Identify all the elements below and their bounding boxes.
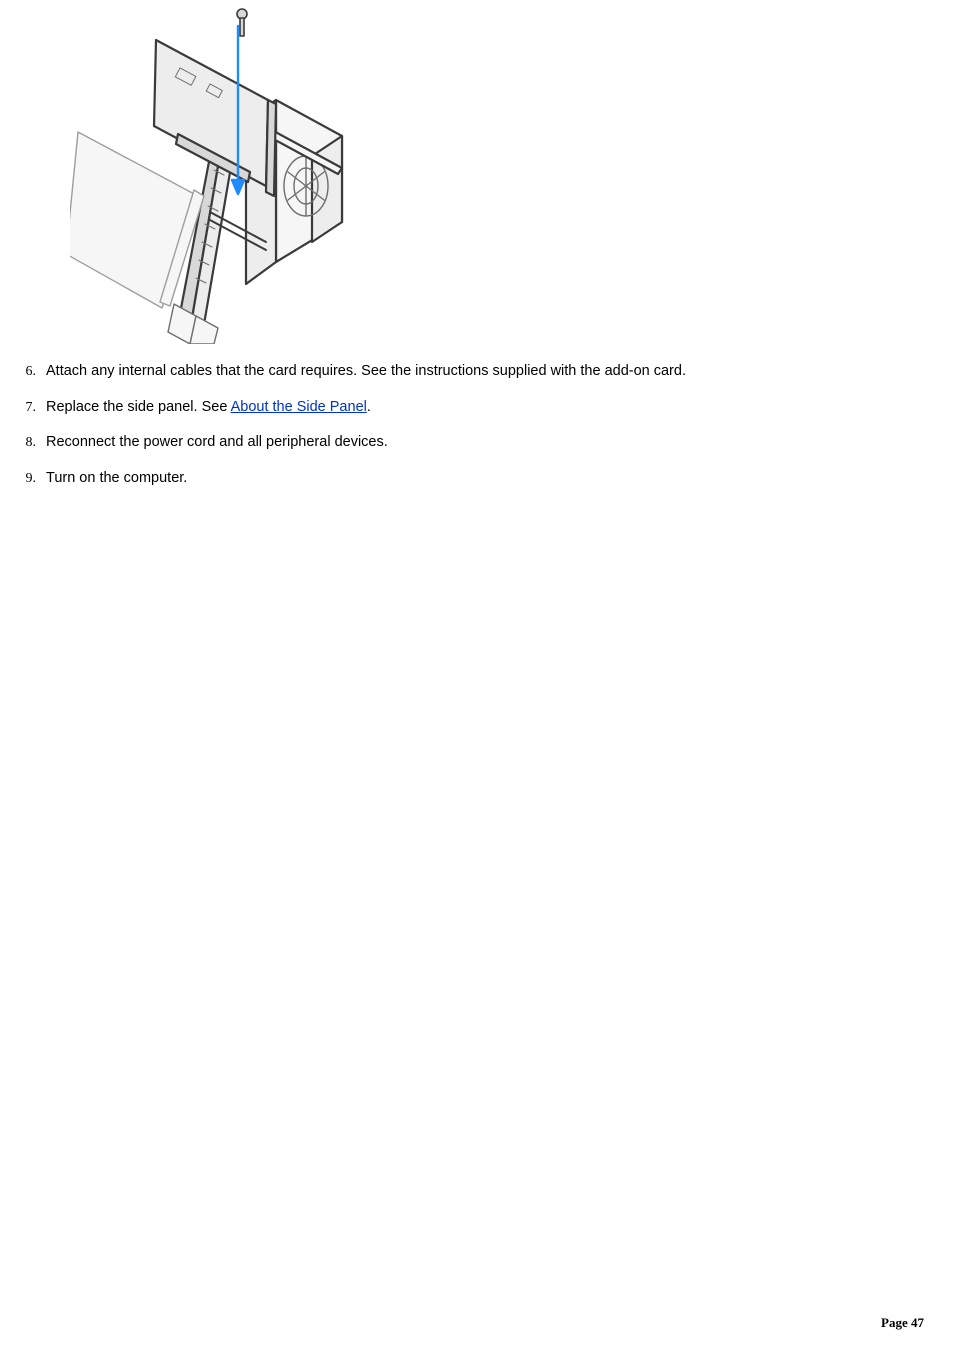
step-text: Turn on the computer. [46, 470, 187, 486]
step-8: 8. Reconnect the power cord and all peri… [42, 433, 926, 453]
step-text: Attach any internal cables that the card… [46, 363, 686, 379]
figure-container [28, 0, 926, 362]
instruction-list: 6. Attach any internal cables that the c… [28, 362, 926, 488]
step-text: Reconnect the power cord and all periphe… [46, 434, 388, 450]
step-number: 8. [16, 434, 36, 453]
step-9: 9. Turn on the computer. [42, 469, 926, 489]
step-text-prefix: Replace the side panel. See [46, 399, 231, 415]
step-7: 7. Replace the side panel. See About the… [42, 398, 926, 418]
step-text-suffix: . [367, 399, 371, 415]
step-number: 9. [16, 470, 36, 489]
step-6: 6. Attach any internal cables that the c… [42, 362, 926, 382]
installation-diagram [70, 4, 346, 344]
step-number: 7. [16, 399, 36, 418]
step-number: 6. [16, 363, 36, 382]
page: 6. Attach any internal cables that the c… [0, 0, 954, 1351]
about-side-panel-link[interactable]: About the Side Panel [231, 399, 367, 415]
page-number: Page 47 [881, 1315, 924, 1331]
